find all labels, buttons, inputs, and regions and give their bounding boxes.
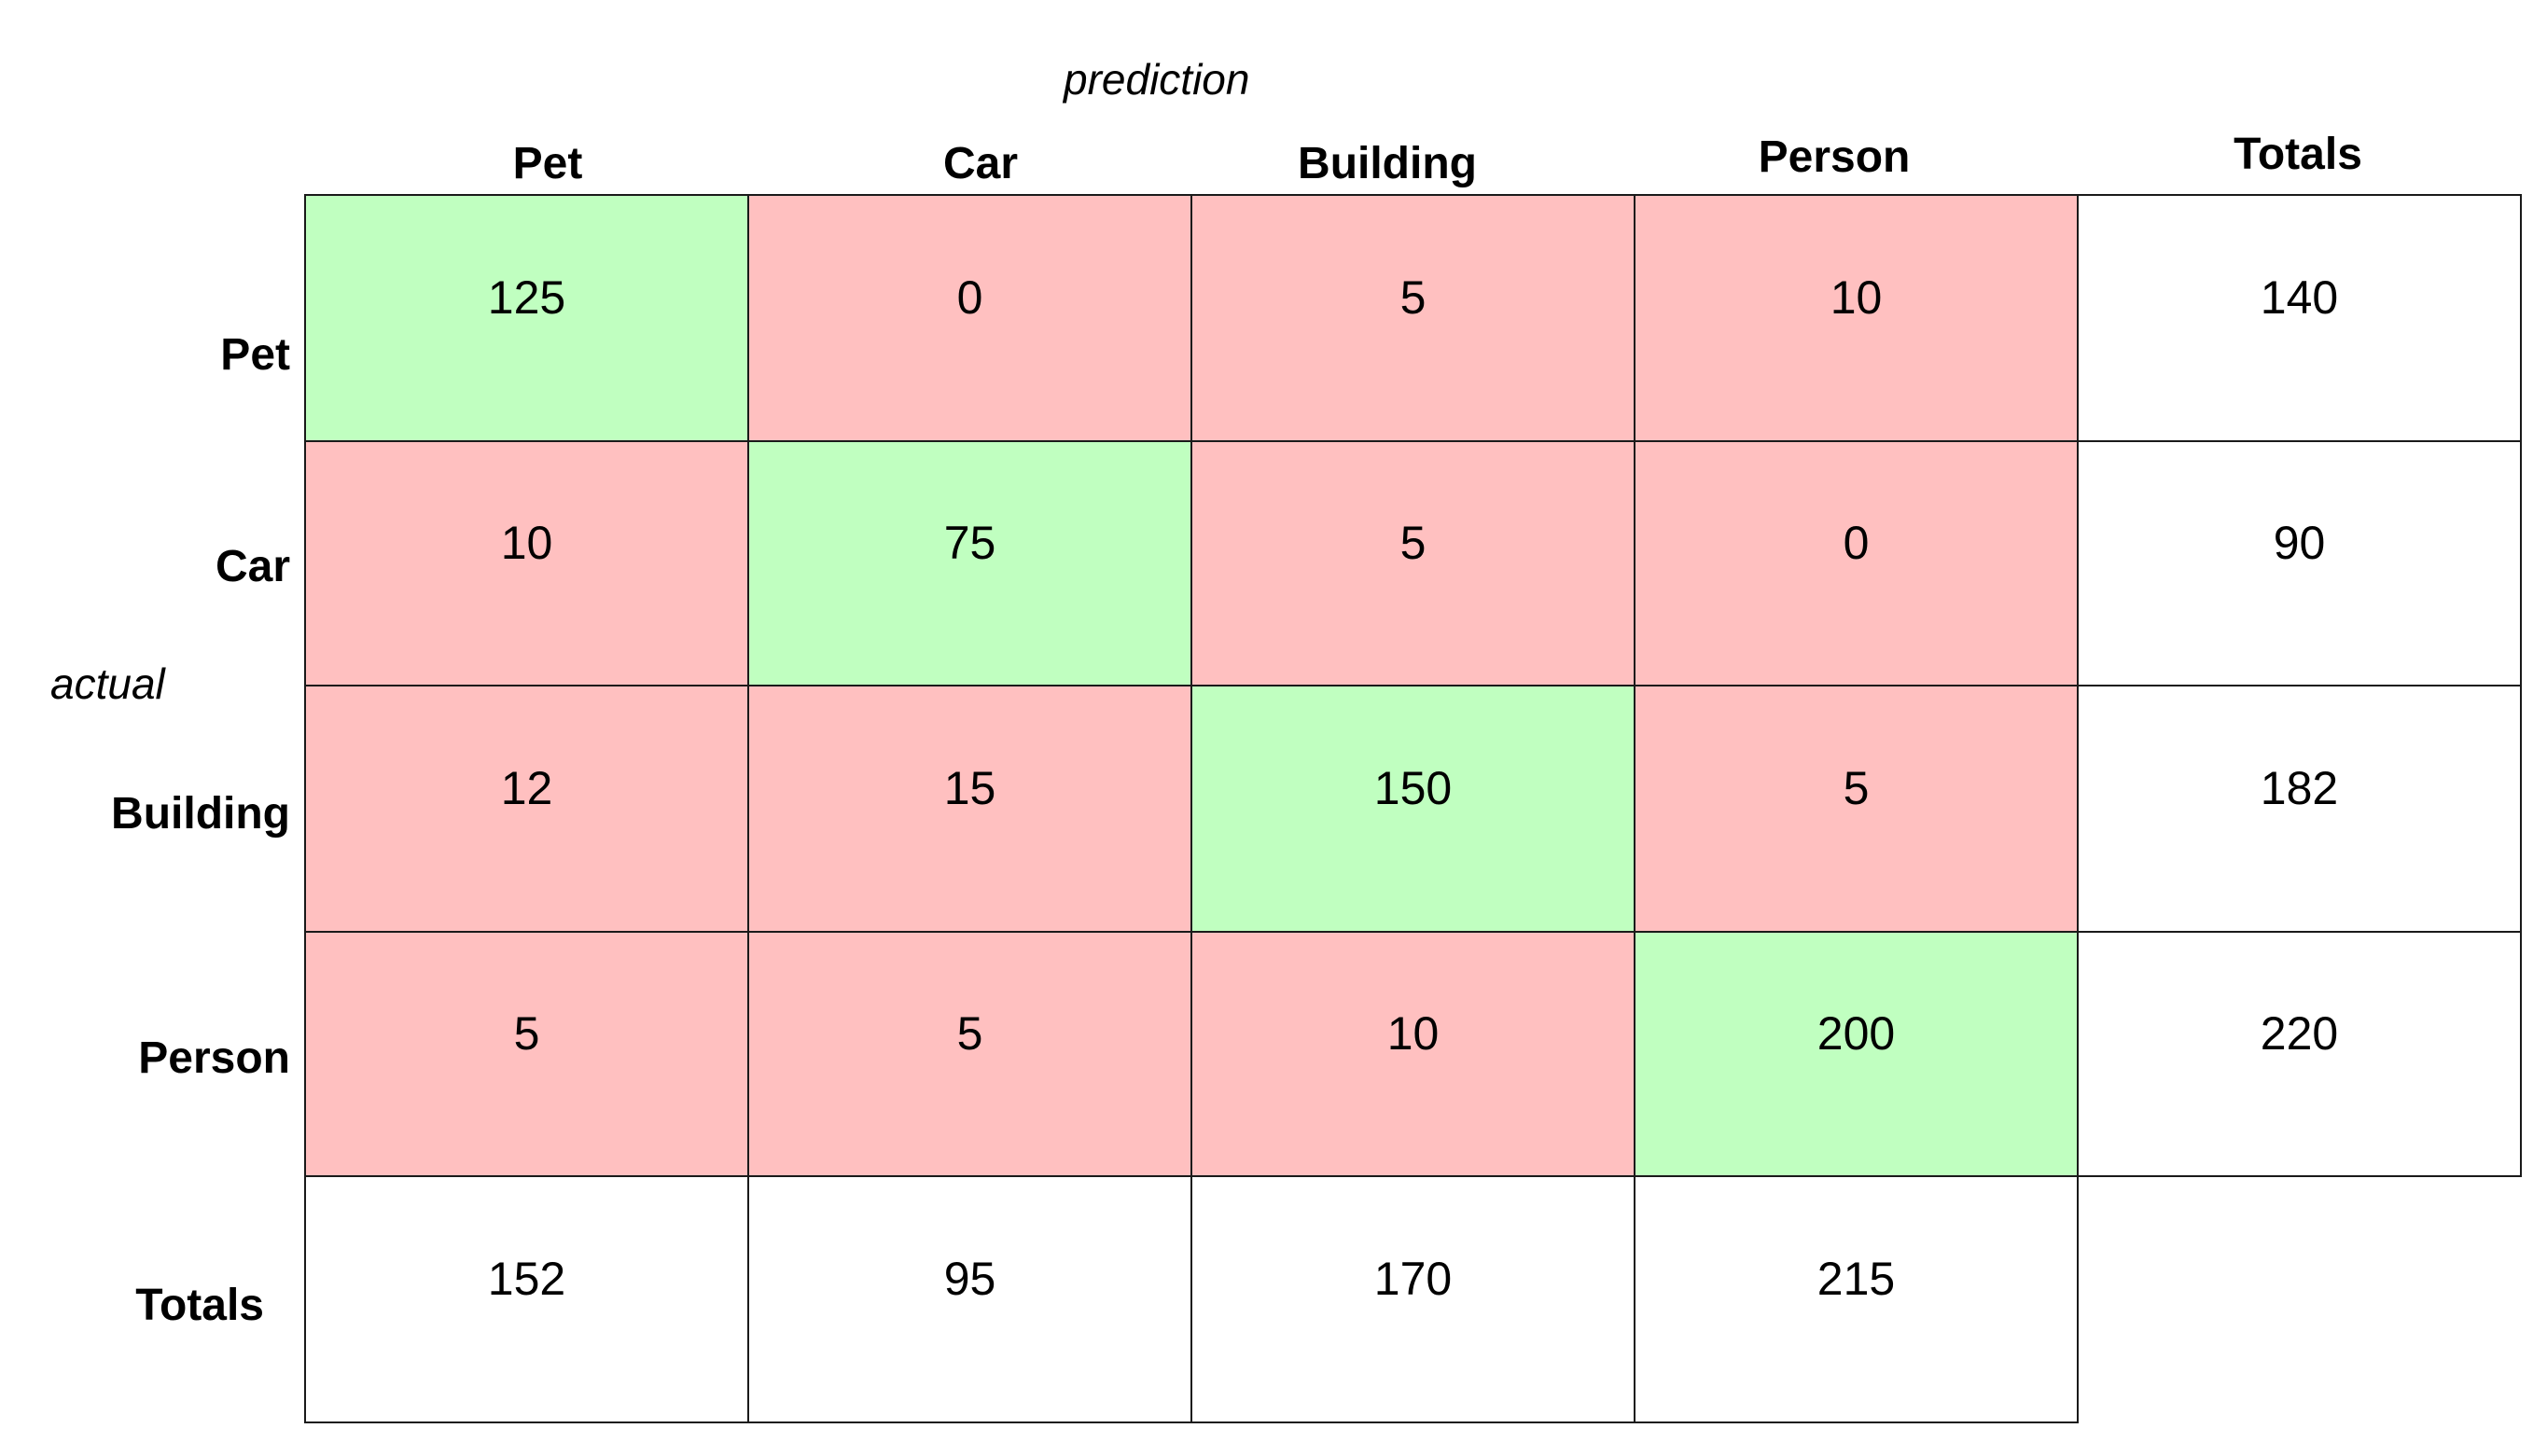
matrix-cell: 5 <box>304 931 749 1177</box>
matrix-cell: 150 <box>1190 685 1635 933</box>
matrix-cell: 10 <box>1634 194 2079 442</box>
row-header-pet: Pet <box>220 330 290 380</box>
cell-value: 0 <box>1843 517 1870 569</box>
column-total-cell: 95 <box>747 1175 1192 1423</box>
matrix-cell: 10 <box>1190 931 1635 1177</box>
matrix-cell: 5 <box>747 931 1192 1177</box>
cell-value: 215 <box>1816 1253 1896 1305</box>
cell-value: 140 <box>2260 271 2339 324</box>
column-header-person: Person <box>1758 132 1911 182</box>
cell-value: 15 <box>943 762 996 814</box>
cell-value: 75 <box>943 517 996 569</box>
cell-value: 5 <box>956 1007 983 1060</box>
actual-axis-label: actual <box>50 659 165 708</box>
row-header-person: Person <box>138 1033 290 1083</box>
row-total-cell: 140 <box>2077 194 2522 442</box>
column-header-car: Car <box>942 139 1019 188</box>
cell-value: 5 <box>1399 517 1427 569</box>
cell-value: 182 <box>2260 762 2339 814</box>
cell-value: 152 <box>487 1253 566 1305</box>
cell-value: 125 <box>487 271 566 324</box>
cell-value: 10 <box>1386 1007 1440 1060</box>
cell-value: 10 <box>500 517 553 569</box>
row-header-car: Car <box>215 542 290 591</box>
cell-value: 200 <box>1816 1007 1896 1060</box>
column-total-cell: 170 <box>1190 1175 1635 1423</box>
cell-value: 95 <box>943 1253 996 1305</box>
matrix-cell: 75 <box>747 440 1192 686</box>
matrix-cell: 0 <box>1634 440 2079 686</box>
cell-value: 220 <box>2260 1007 2339 1060</box>
matrix-cell: 5 <box>1634 685 2079 933</box>
matrix-cell: 15 <box>747 685 1192 933</box>
cell-value: 90 <box>2273 517 2326 569</box>
matrix-cell: 5 <box>1190 440 1635 686</box>
column-header-building: Building <box>1298 139 1477 188</box>
matrix-cell: 10 <box>304 440 749 686</box>
matrix-cell: 200 <box>1634 931 2079 1177</box>
column-total-cell: 215 <box>1634 1175 2079 1423</box>
row-total-cell: 90 <box>2077 440 2522 686</box>
cell-value: 10 <box>1830 271 1883 324</box>
cell-value: 5 <box>1843 762 1870 814</box>
row-total-cell: 182 <box>2077 685 2522 933</box>
cell-value: 12 <box>500 762 553 814</box>
column-total-cell: 152 <box>304 1175 749 1423</box>
matrix-cell: 0 <box>747 194 1192 442</box>
cell-value: 5 <box>513 1007 540 1060</box>
cell-value: 0 <box>956 271 983 324</box>
matrix-cell: 12 <box>304 685 749 933</box>
matrix-cell: 5 <box>1190 194 1635 442</box>
matrix-cell: 125 <box>304 194 749 442</box>
column-header-totals: Totals <box>2234 130 2362 179</box>
cell-value: 150 <box>1373 762 1453 814</box>
column-header-pet: Pet <box>512 139 583 188</box>
row-header-totals: Totals <box>135 1281 264 1330</box>
cell-value: 170 <box>1373 1253 1453 1305</box>
prediction-axis-label: prediction <box>1064 55 1250 104</box>
row-total-cell: 220 <box>2077 931 2522 1177</box>
row-header-building: Building <box>111 789 290 839</box>
cell-value: 5 <box>1399 271 1427 324</box>
